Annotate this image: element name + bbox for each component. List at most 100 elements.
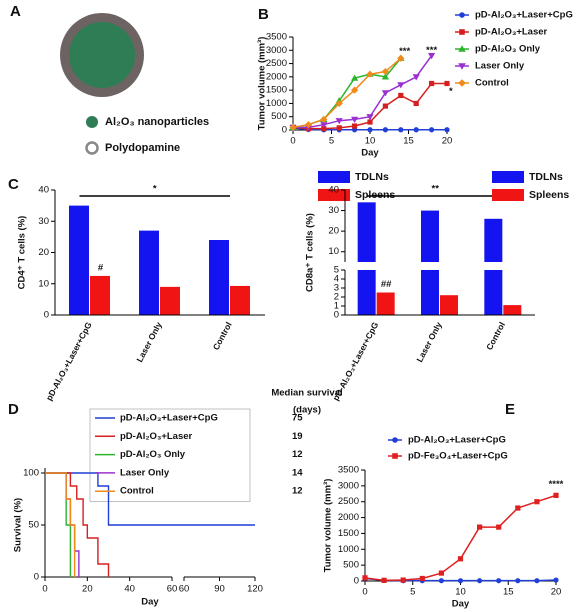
data-point: [289, 123, 297, 131]
legend-swatch: [492, 189, 524, 201]
data-point: [335, 118, 343, 125]
data-point: [397, 82, 405, 89]
legend-marker: [392, 453, 398, 459]
x-tick-label: 10: [455, 587, 466, 598]
bar: [160, 286, 180, 315]
x-tick-label: Control: [484, 320, 507, 351]
median-value: 12: [292, 449, 303, 460]
legend-label: pD-Al₂O₃+Laser+CpG: [408, 435, 506, 446]
legend-label: Spleens: [529, 189, 569, 201]
bar: [230, 285, 250, 315]
legend-label: pD-Al₂O₃+Laser: [120, 431, 193, 442]
y-tick-label: 2000: [338, 512, 359, 523]
legend-marker: [392, 437, 398, 443]
x-tick-label: 40: [124, 584, 135, 595]
legend-label: TDLNs: [529, 171, 563, 183]
panel-label: B: [258, 6, 269, 23]
y-tick-label: 1500: [338, 528, 359, 539]
panel-label: A: [10, 3, 21, 20]
data-point: [351, 116, 359, 123]
y-tick-label: 40: [38, 185, 49, 196]
y-tick-label: 2000: [266, 71, 287, 82]
data-point: [438, 578, 444, 584]
data-point: [553, 492, 559, 498]
data-point: [351, 86, 359, 94]
data-point: [366, 114, 374, 121]
x-tick-label: 0: [42, 584, 47, 595]
legend-label: Polydopamine: [105, 142, 180, 154]
y-axis-label: Tumor volume (mm³): [257, 37, 268, 131]
data-point: [515, 578, 521, 584]
legend-swatch: [86, 116, 98, 128]
bar: [376, 292, 395, 315]
data-point: [397, 54, 405, 62]
data-point: [477, 578, 483, 584]
x-axis-label: Day: [141, 597, 159, 608]
legend-marker: [458, 45, 466, 52]
y-axis-label: Tumor volume (mm³): [323, 479, 334, 573]
y-axis-label: CD4⁺ T cells (%): [17, 216, 28, 290]
bar: [139, 230, 159, 315]
x-tick-label: 15: [403, 136, 414, 147]
legend-label: pD-Al₂O₃ Only: [120, 449, 186, 460]
data-point: [320, 115, 328, 123]
legend-label: Laser Only: [475, 61, 525, 72]
y-tick-label: 50: [28, 520, 39, 531]
data-point: [515, 505, 521, 511]
data-point: [335, 99, 343, 108]
data-point: [381, 577, 387, 583]
data-point: [553, 577, 559, 583]
y-tick-label: 3000: [338, 480, 359, 491]
x-tick-label: Laser Only: [134, 320, 164, 364]
data-point: [534, 499, 540, 505]
data-point: [382, 103, 388, 109]
data-point: [381, 90, 389, 97]
y-tick-label: 0: [34, 572, 39, 583]
annotation: ***: [426, 45, 437, 56]
data-point: [304, 121, 312, 129]
panel-label: C: [8, 176, 19, 193]
y-tick-label: 5: [334, 265, 339, 276]
data-point: [413, 100, 419, 107]
y-tick-label: 2500: [266, 58, 287, 69]
x-tick-label: 0: [362, 587, 367, 598]
data-point: [457, 556, 464, 562]
y-tick-label: 4: [334, 274, 339, 285]
x-tick-label: 20: [82, 584, 93, 595]
data-point: [352, 123, 358, 129]
legend-marker: [459, 29, 465, 35]
data-point: [438, 570, 444, 576]
data-point: [429, 80, 435, 87]
legend-marker: [458, 63, 466, 70]
x-axis-label: Day: [361, 148, 379, 159]
x-tick-label: 60: [179, 584, 190, 595]
y-tick-label: 2: [334, 292, 339, 303]
legend-label: Laser Only: [120, 467, 170, 478]
data-point: [382, 127, 388, 133]
data-point: [400, 577, 406, 583]
legend-swatch: [492, 171, 524, 183]
legend-box: [89, 408, 251, 502]
data-point: [366, 70, 374, 78]
data-point: [412, 74, 420, 81]
legend-swatch: [85, 141, 99, 155]
legend-label: pD-Al₂O₃+Laser+CpG: [120, 413, 218, 424]
y-tick-label: 3000: [266, 45, 287, 56]
x-tick-label: 90: [214, 584, 225, 595]
x-tick-label: 5: [410, 587, 415, 598]
data-point: [457, 578, 464, 584]
data-point: [351, 74, 359, 81]
bar: [69, 205, 89, 315]
y-tick-label: 2500: [338, 496, 359, 507]
bar: [357, 202, 376, 315]
x-tick-label: pD-Al₂O₃+Laser+CpG: [44, 320, 94, 402]
y-tick-label: 30: [38, 216, 49, 227]
x-tick-label: 20: [442, 136, 453, 147]
x-tick-label: 60: [167, 584, 178, 595]
bar: [90, 275, 110, 315]
x-tick-label: 20: [551, 587, 562, 598]
x-tick-label: 15: [503, 587, 514, 598]
y-axis-label: Survival (%): [13, 498, 24, 552]
median-value: 14: [292, 467, 303, 478]
